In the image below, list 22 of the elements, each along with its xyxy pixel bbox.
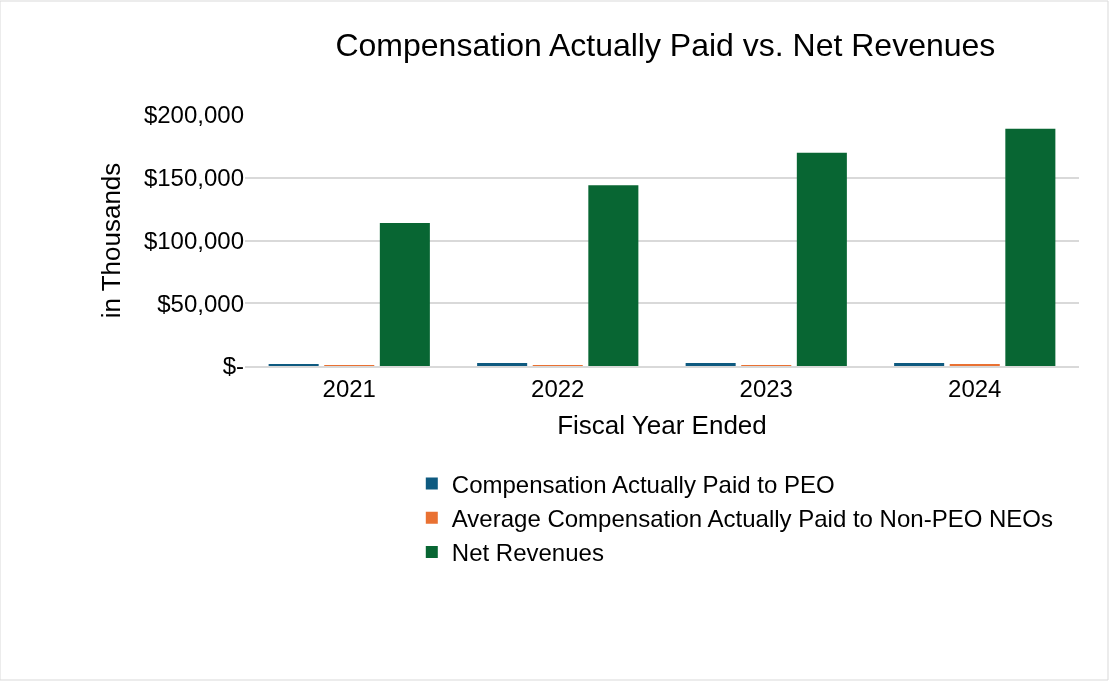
legend-label: Compensation Actually Paid to PEO: [451, 470, 835, 498]
x-tick-label: 2023: [739, 374, 793, 402]
bar: [379, 222, 430, 366]
bar: [477, 362, 528, 366]
bar: [894, 362, 945, 366]
bar: [796, 152, 847, 366]
x-tick-label: 2022: [531, 374, 585, 402]
y-axis-title: in Thousands: [96, 162, 127, 319]
y-tick-label: $-: [222, 352, 244, 380]
y-tick-label: $150,000: [143, 164, 244, 192]
x-axis-title: Fiscal Year Ended: [557, 410, 767, 440]
x-tick-label: 2021: [322, 374, 376, 402]
bar: [588, 185, 639, 366]
x-tick-label: 2024: [948, 374, 1002, 402]
bar: [1005, 128, 1056, 366]
legend-label: Average Compensation Actually Paid to Non-PEO NEOs: [451, 505, 1053, 533]
y-tick-label: $50,000: [157, 289, 244, 317]
legend-label: Net Revenues: [451, 539, 604, 567]
bar: [685, 362, 736, 366]
y-tick-label: $200,000: [143, 101, 244, 129]
y-tick-label: $100,000: [143, 226, 244, 254]
chart-title: Compensation Actually Paid vs. Net Revenues: [335, 27, 996, 64]
